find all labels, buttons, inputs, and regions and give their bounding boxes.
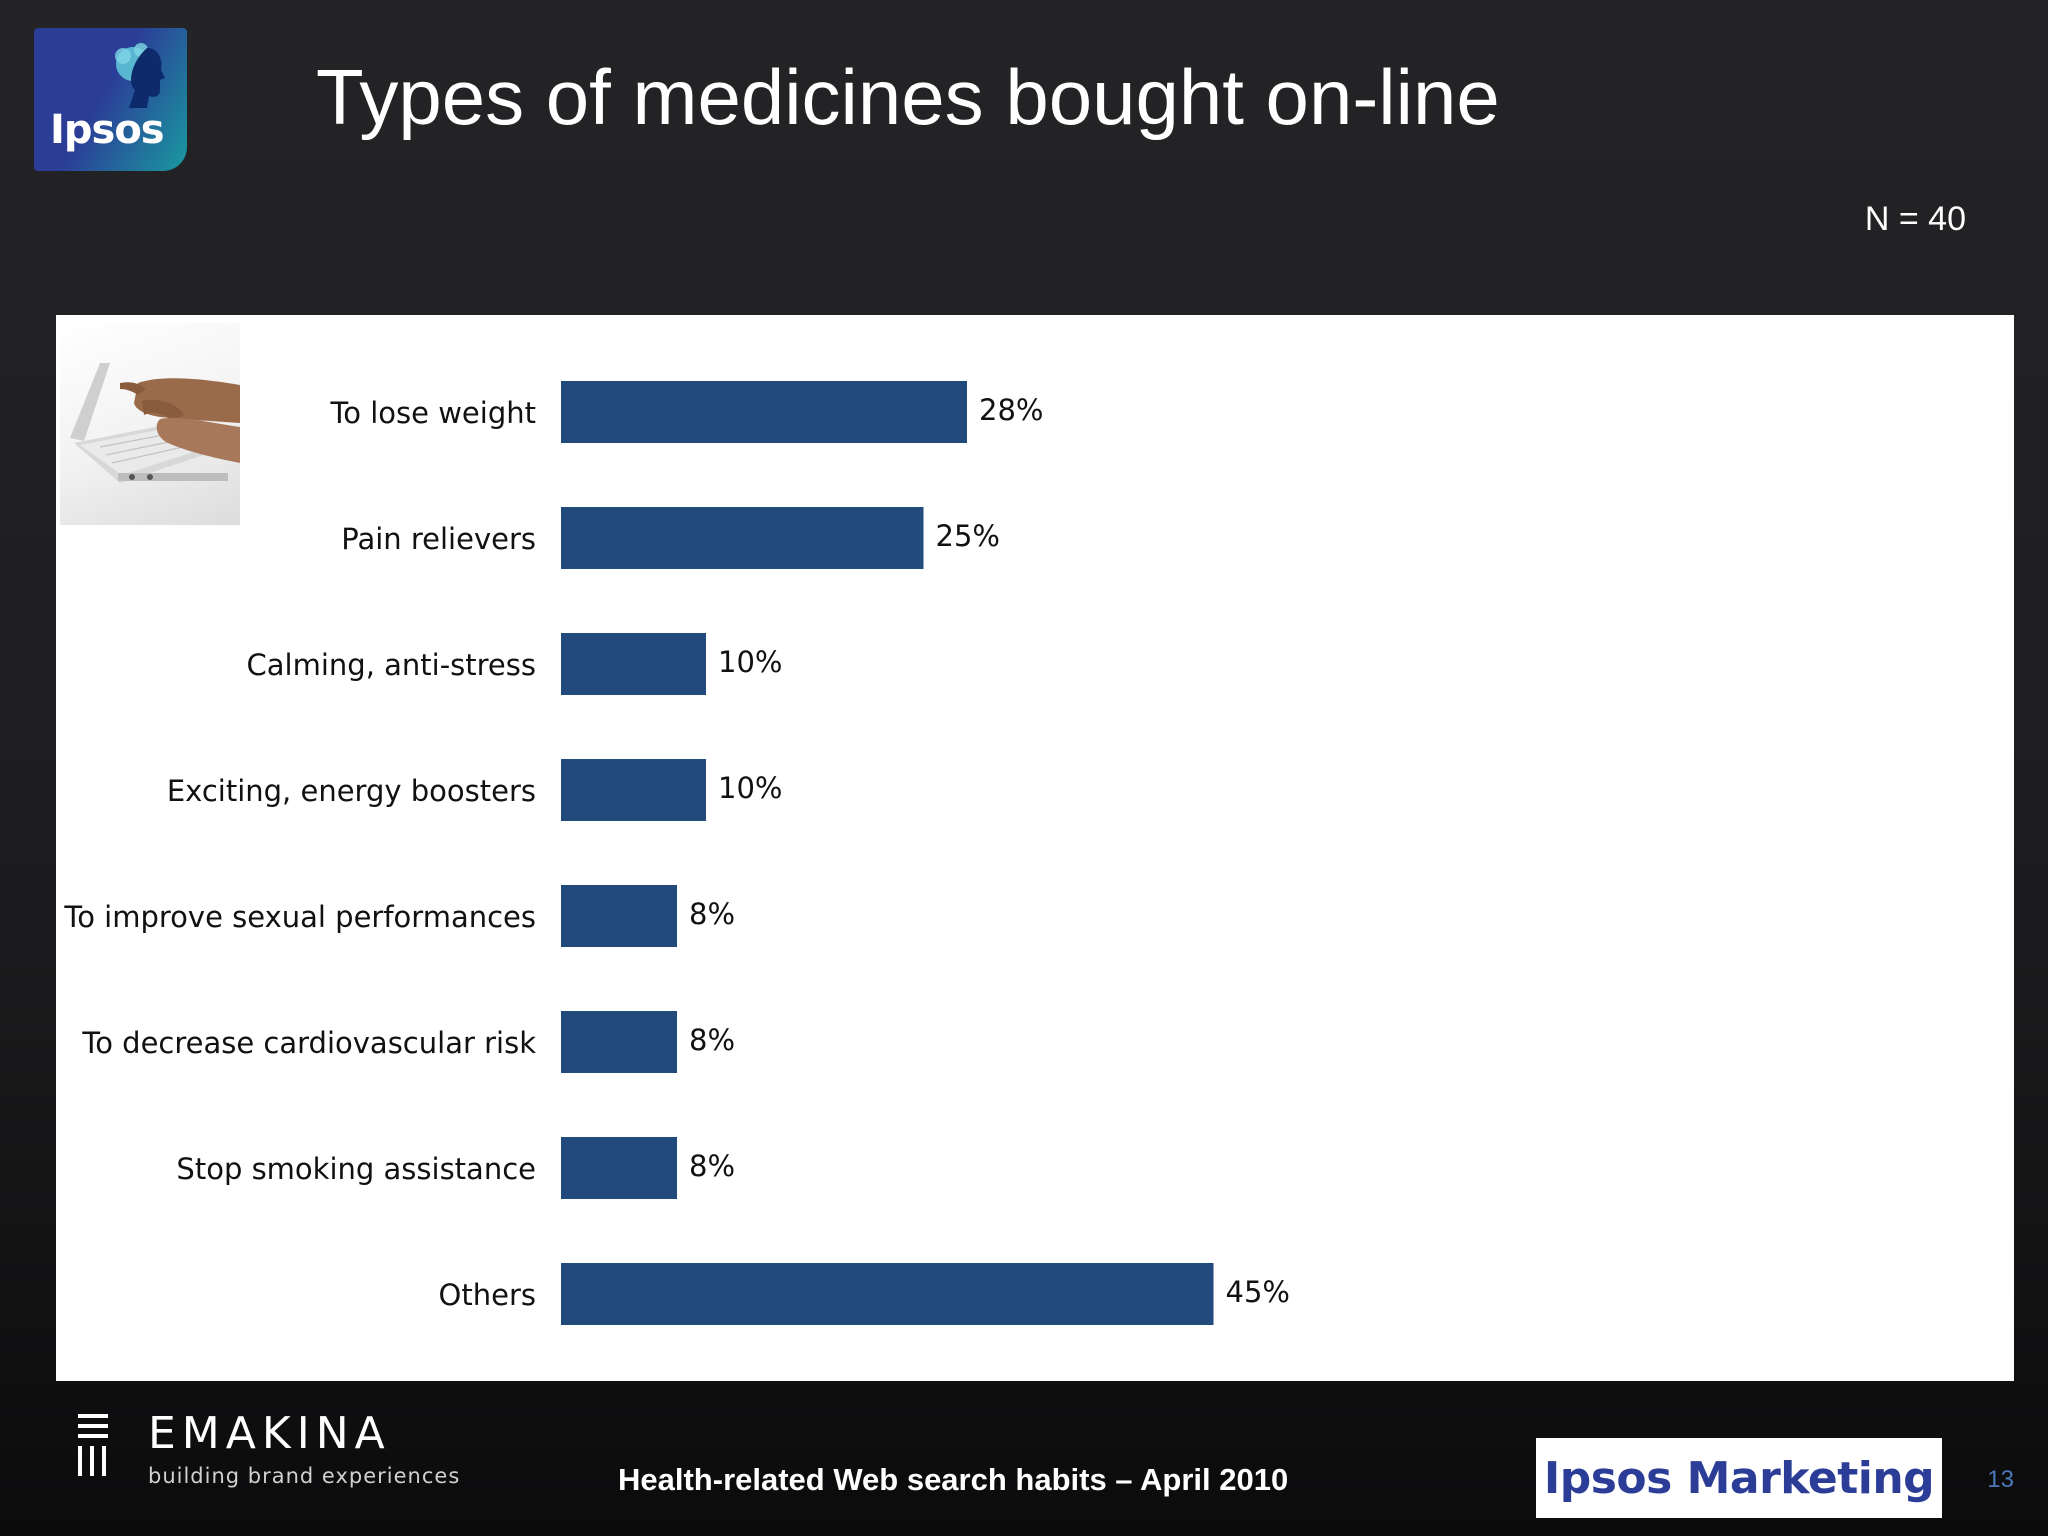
data-label: 8% bbox=[689, 1023, 735, 1057]
ipsos-logo-text: Ipsos bbox=[50, 107, 165, 153]
bar bbox=[561, 1011, 677, 1073]
laptop-illustration bbox=[70, 363, 240, 483]
ipsos-logo: Ipsos bbox=[34, 28, 187, 171]
page-number: 13 bbox=[1987, 1466, 2014, 1493]
bar bbox=[561, 759, 706, 821]
bar bbox=[561, 885, 677, 947]
slide-title: Types of medicines bought on-line bbox=[316, 53, 1500, 141]
bar bbox=[561, 507, 924, 569]
emakina-bars-icon bbox=[78, 1414, 108, 1476]
category-label: To improve sexual performances bbox=[63, 900, 536, 934]
footer-caption: Health-related Web search habits – April… bbox=[618, 1462, 1289, 1497]
category-label: Stop smoking assistance bbox=[176, 1152, 536, 1186]
data-label: 25% bbox=[936, 519, 1000, 553]
emakina-wordmark: EMAKINA bbox=[148, 1408, 391, 1459]
data-label: 10% bbox=[718, 771, 782, 805]
data-label: 45% bbox=[1226, 1275, 1290, 1309]
emakina-tagline: building brand experiences bbox=[148, 1464, 461, 1488]
category-label: Calming, anti-stress bbox=[247, 648, 536, 682]
sample-size-label: N = 40 bbox=[1864, 200, 1966, 238]
ipsos-marketing-logo: Ipsos Marketing bbox=[1536, 1438, 1942, 1518]
data-label: 10% bbox=[718, 645, 782, 679]
laptop-typing-photo bbox=[60, 323, 240, 525]
bar bbox=[561, 633, 706, 695]
category-label: To decrease cardiovascular risk bbox=[81, 1026, 536, 1060]
emakina-brand: EMAKINA building brand experiences bbox=[78, 1408, 461, 1490]
data-label: 28% bbox=[979, 393, 1043, 427]
bar bbox=[561, 1263, 1214, 1325]
ipsos-head-icon bbox=[115, 43, 165, 108]
data-label: 8% bbox=[689, 897, 735, 931]
bar bbox=[561, 1137, 677, 1199]
category-label: Exciting, energy boosters bbox=[167, 774, 536, 808]
data-label: 8% bbox=[689, 1149, 735, 1183]
chart-panel: To lose weight 28% Pain relievers 25% Calmin… bbox=[56, 315, 2014, 1381]
bar bbox=[561, 381, 967, 443]
bar-chart: To lose weight 28% Pain relievers 25% Calmin… bbox=[63, 381, 1290, 1325]
category-label: To lose weight bbox=[330, 396, 537, 430]
category-label: Pain relievers bbox=[341, 522, 536, 556]
category-label: Others bbox=[439, 1278, 536, 1312]
